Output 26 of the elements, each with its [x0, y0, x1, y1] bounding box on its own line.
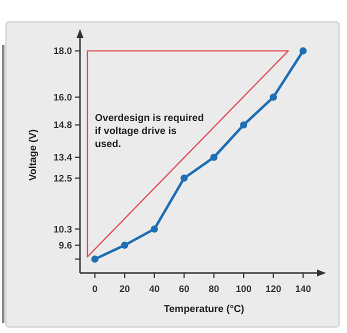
x-tick-label: 120: [265, 284, 282, 295]
x-tick-label: 60: [178, 284, 190, 295]
point: [180, 174, 188, 182]
y-tick-label: 16.0: [54, 92, 72, 104]
point: [210, 154, 218, 161]
y-tick-label: 14.8: [54, 120, 72, 132]
x-tick-label: 0: [92, 284, 98, 295]
point: [270, 94, 277, 101]
point: [91, 256, 98, 263]
y-axis-title: Voltage (V): [28, 129, 39, 181]
y-tick-label: 13.4: [54, 152, 73, 164]
x-axis-title: Temperature (°C): [164, 304, 244, 315]
x-tick-label: 80: [208, 284, 220, 295]
y-tick-label: 9.6: [58, 240, 72, 252]
y-tick-label: 18.0: [54, 46, 72, 58]
y-tick-label: 12.5: [54, 173, 73, 184]
x-tick-label: 100: [236, 284, 252, 295]
point: [150, 225, 158, 233]
y-tick-label: 10.3: [54, 224, 72, 236]
point: [240, 121, 248, 129]
x-tick-label: 140: [295, 284, 312, 295]
x-tick-label: 20: [119, 284, 130, 295]
point: [121, 242, 128, 249]
x-tick-label: 40: [149, 284, 160, 295]
point: [300, 47, 307, 54]
annotation: Overdesign is required if voltage drive is used.: [94, 113, 204, 150]
